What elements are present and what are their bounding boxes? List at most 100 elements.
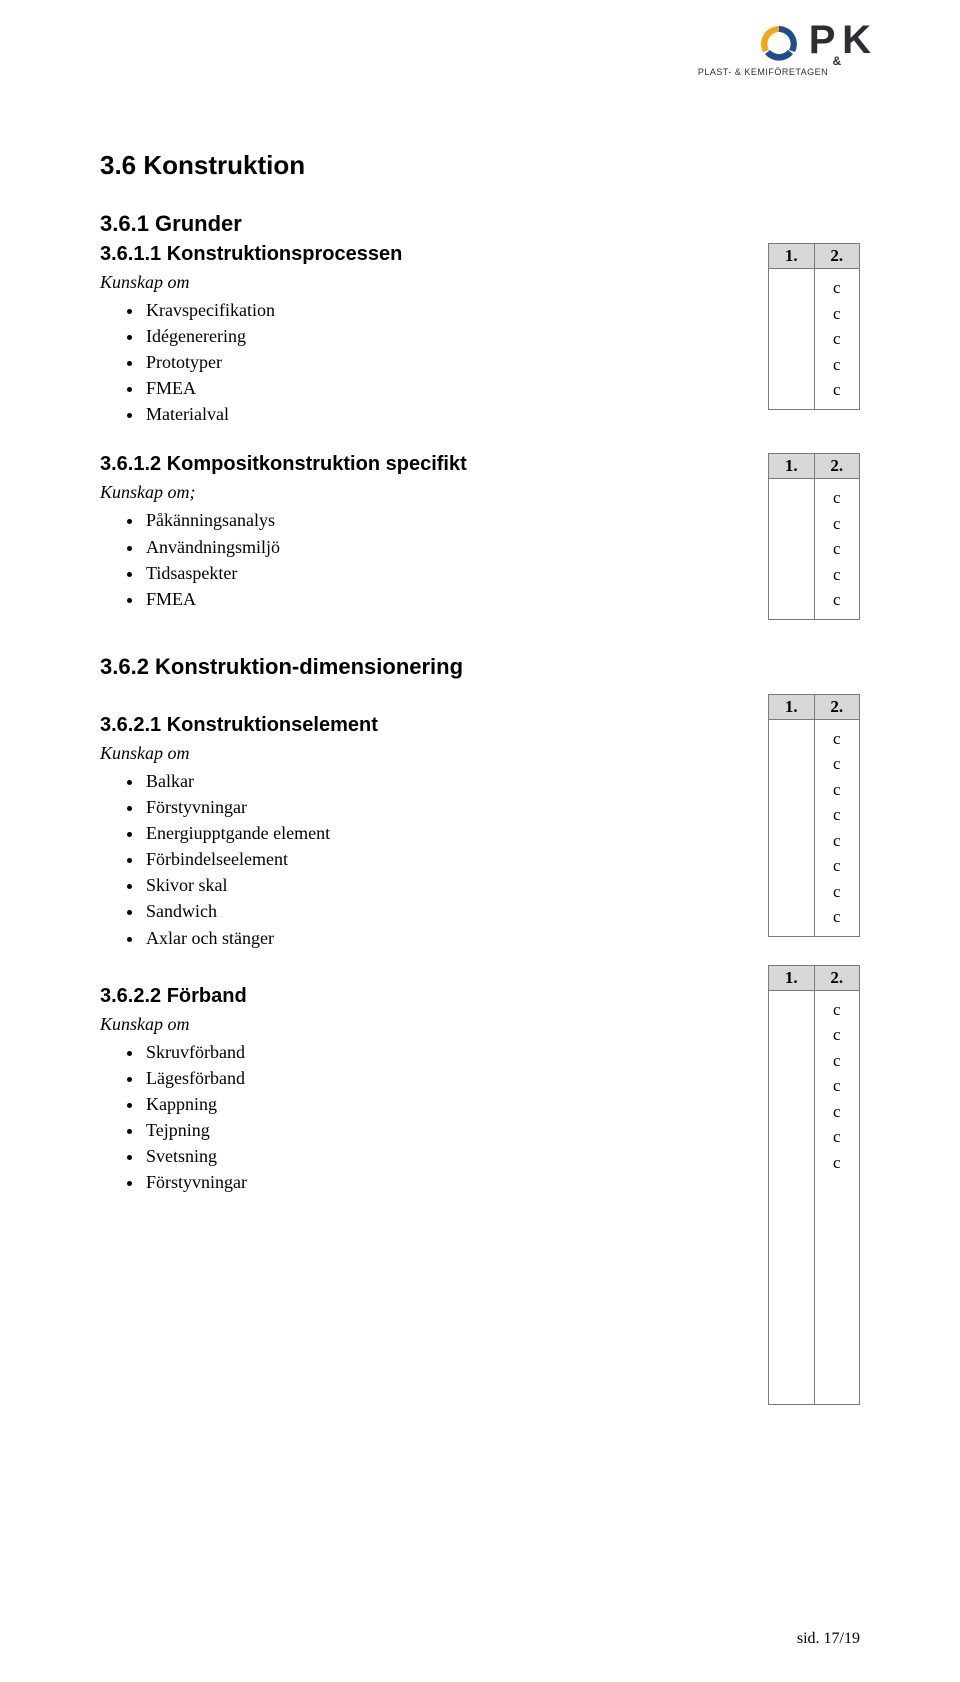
logo: P&K PLAST- & KEMIFÖRETAGEN xyxy=(650,18,870,77)
box-body: c c c c c c c c xyxy=(769,720,859,936)
box-head-2: 2. xyxy=(814,695,860,719)
box-col1 xyxy=(769,269,814,409)
box-val: c xyxy=(815,562,860,588)
list-item: Tejpning xyxy=(144,1117,748,1143)
list-item: Balkar xyxy=(144,768,748,794)
list-item: Kappning xyxy=(144,1091,748,1117)
section-3622-left: 3.6.2.2 Förband Kunskap om Skruvförband … xyxy=(100,965,768,1405)
box-3622: 1. 2. c c c c c c c xyxy=(768,965,860,1405)
kunskap-om-3621: Kunskap om xyxy=(100,743,748,764)
bullets-3622: Skruvförband Lägesförband Kappning Tejpn… xyxy=(144,1039,748,1196)
box-val: c xyxy=(815,828,860,854)
box-col2: c c c c c c c xyxy=(814,991,860,1404)
box-val: c xyxy=(815,879,860,905)
box-val: c xyxy=(815,997,860,1023)
heading-3611: 3.6.1.1 Konstruktionsprocessen xyxy=(100,243,748,266)
box-val: c xyxy=(815,326,860,352)
box-head-2: 2. xyxy=(814,966,860,990)
section-3621-left: 3.6.2.1 Konstruktionselement Kunskap om … xyxy=(100,694,768,951)
content: 3.6 Konstruktion 3.6.1 Grunder 3.6.1.1 K… xyxy=(100,150,860,1405)
list-item: FMEA xyxy=(144,375,748,401)
list-item: Skivor skal xyxy=(144,872,748,898)
box-head: 1. 2. xyxy=(769,695,859,720)
list-item: Förbindelseelement xyxy=(144,846,748,872)
box-val: c xyxy=(815,301,860,327)
heading-36: 3.6 Konstruktion xyxy=(100,150,860,181)
heading-362: 3.6.2 Konstruktion-dimensionering xyxy=(100,654,860,680)
heading-3621: 3.6.2.1 Konstruktionselement xyxy=(100,714,748,737)
bullets-3621: Balkar Förstyvningar Energiupptgande ele… xyxy=(144,768,748,951)
list-item: Idégenerering xyxy=(144,323,748,349)
box-val: c xyxy=(815,1048,860,1074)
section-3611: 3.6.1.1 Konstruktionsprocessen Kunskap o… xyxy=(100,243,860,427)
box-head: 1. 2. xyxy=(769,966,859,991)
box-col1 xyxy=(769,991,814,1404)
box-body: c c c c c xyxy=(769,479,859,619)
box-head-1: 1. xyxy=(769,695,814,719)
list-item: Användningsmiljö xyxy=(144,534,748,560)
box-head-1: 1. xyxy=(769,454,814,478)
kunskap-om-3622: Kunskap om xyxy=(100,1014,748,1035)
box-body: c c c c c xyxy=(769,269,859,409)
box-val: c xyxy=(815,1022,860,1048)
section-3612-left: 3.6.1.2 Kompositkonstruktion specifikt K… xyxy=(100,453,768,620)
box-val: c xyxy=(815,485,860,511)
section-3611-left: 3.6.1.1 Konstruktionsprocessen Kunskap o… xyxy=(100,243,768,427)
box-col2: c c c c c xyxy=(814,269,860,409)
box-head-2: 2. xyxy=(814,244,860,268)
box-val: c xyxy=(815,904,860,930)
logo-amp: & xyxy=(832,54,840,68)
list-item: Energiupptgande element xyxy=(144,820,748,846)
box-head: 1. 2. xyxy=(769,454,859,479)
box-col1 xyxy=(769,720,814,936)
heading-3612: 3.6.1.2 Kompositkonstruktion specifikt xyxy=(100,453,748,476)
bullets-3612: Påkänningsanalys Användningsmiljö Tidsas… xyxy=(144,507,748,611)
box-val: c xyxy=(815,777,860,803)
box-val: c xyxy=(815,275,860,301)
page: P&K PLAST- & KEMIFÖRETAGEN 3.6 Konstrukt… xyxy=(0,0,960,1682)
box-head-1: 1. xyxy=(769,244,814,268)
logo-text: P&K xyxy=(809,18,870,65)
box-head-1: 1. xyxy=(769,966,814,990)
box-val: c xyxy=(815,802,860,828)
list-item: Svetsning xyxy=(144,1143,748,1169)
list-item: FMEA xyxy=(144,586,748,612)
list-item: Tidsaspekter xyxy=(144,560,748,586)
box-val: c xyxy=(815,853,860,879)
box-val: c xyxy=(815,352,860,378)
box-val: c xyxy=(815,536,860,562)
box-val: c xyxy=(815,511,860,537)
box-val: c xyxy=(815,587,860,613)
box-val: c xyxy=(815,1124,860,1150)
page-footer: sid. 17/19 xyxy=(797,1630,860,1648)
box-val: c xyxy=(815,726,860,752)
box-col1 xyxy=(769,479,814,619)
heading-3622: 3.6.2.2 Förband xyxy=(100,985,748,1008)
section-3612: 3.6.1.2 Kompositkonstruktion specifikt K… xyxy=(100,453,860,620)
box-head: 1. 2. xyxy=(769,244,859,269)
logo-subtitle: PLAST- & KEMIFÖRETAGEN xyxy=(656,67,870,77)
box-3612: 1. 2. c c c c c xyxy=(768,453,860,620)
list-item: Materialval xyxy=(144,401,748,427)
logo-mark-icon xyxy=(755,20,803,64)
list-item: Prototyper xyxy=(144,349,748,375)
box-col2: c c c c c xyxy=(814,479,860,619)
kunskap-om-3612: Kunskap om; xyxy=(100,482,748,503)
box-head-2: 2. xyxy=(814,454,860,478)
list-item: Lägesförband xyxy=(144,1065,748,1091)
box-3611: 1. 2. c c c c c xyxy=(768,243,860,410)
section-3621: 3.6.2.1 Konstruktionselement Kunskap om … xyxy=(100,694,860,951)
section-3622: 3.6.2.2 Förband Kunskap om Skruvförband … xyxy=(100,965,860,1405)
heading-361: 3.6.1 Grunder xyxy=(100,211,860,237)
box-val: c xyxy=(815,751,860,777)
bullets-3611: Kravspecifikation Idégenerering Prototyp… xyxy=(144,297,748,427)
box-3621: 1. 2. c c c c c c c c xyxy=(768,694,860,937)
list-item: Förstyvningar xyxy=(144,1169,748,1195)
box-col2: c c c c c c c c xyxy=(814,720,860,936)
box-val: c xyxy=(815,1099,860,1125)
list-item: Kravspecifikation xyxy=(144,297,748,323)
box-body: c c c c c c c xyxy=(769,991,859,1404)
list-item: Axlar och stänger xyxy=(144,925,748,951)
logo-row: P&K xyxy=(650,18,870,65)
box-val: c xyxy=(815,1150,860,1176)
